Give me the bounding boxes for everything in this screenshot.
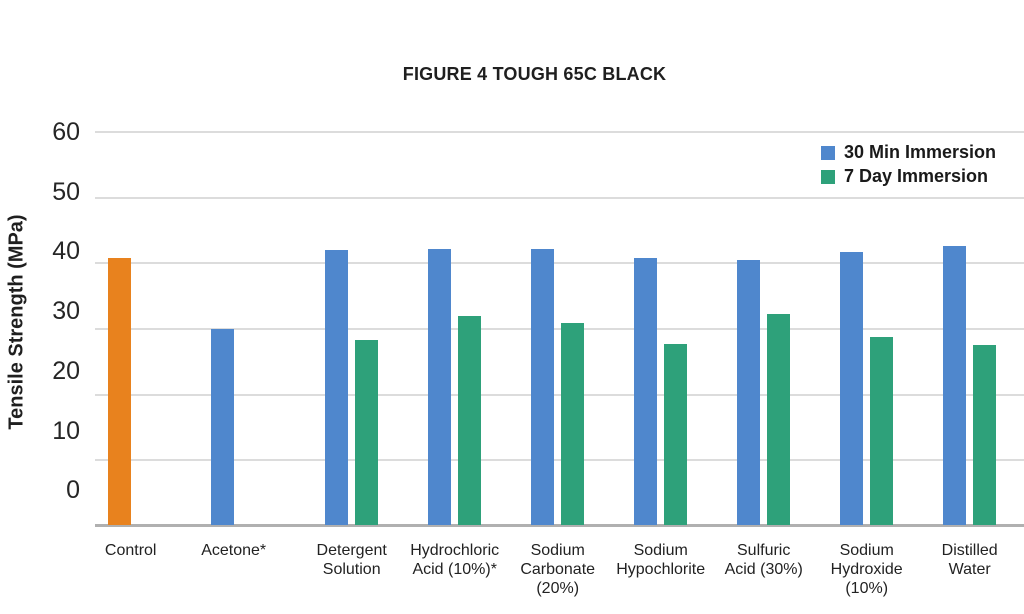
bar-7-day-immersion xyxy=(355,340,379,525)
gridline xyxy=(95,459,1024,462)
y-tick-label: 60 xyxy=(52,118,80,146)
y-tick-label: 40 xyxy=(52,237,80,266)
bar-30-min-immersion xyxy=(840,251,864,525)
gridline xyxy=(95,196,1024,199)
bar-30-min-immersion xyxy=(428,249,452,525)
bar-7-day-immersion xyxy=(664,343,688,525)
bar-30-min-immersion xyxy=(531,248,555,525)
x-category-label: Detergent Solution xyxy=(316,542,387,578)
bar-30-min-immersion xyxy=(737,260,761,525)
y-tick-label: 10 xyxy=(52,416,80,445)
gridline xyxy=(95,393,1024,396)
x-category-label: Acetone* xyxy=(201,542,267,559)
legend-item: 30 Min Immersion xyxy=(820,142,996,163)
gridline xyxy=(95,328,1024,330)
legend-label: 30 Min Immersion xyxy=(843,142,996,162)
gridline xyxy=(95,131,1024,133)
plot-area xyxy=(95,131,1024,527)
bar-30-min-immersion xyxy=(210,329,234,525)
chart-title: FIGURE 4 TOUGH 65C BLACK xyxy=(402,64,667,84)
y-tick-label: 20 xyxy=(52,356,80,385)
legend-swatch xyxy=(820,169,835,184)
legend-item: 7 Day Immersion xyxy=(820,166,996,187)
x-axis-line xyxy=(95,524,1024,527)
bar-7-day-immersion xyxy=(767,313,791,525)
legend-label: 7 Day Immersion xyxy=(843,166,989,186)
bar-30-min-immersion xyxy=(634,258,658,525)
bar-7-day-immersion xyxy=(870,337,894,525)
bar-7-day-immersion xyxy=(973,345,997,525)
y-tick-label: 0 xyxy=(66,476,80,505)
legend: 30 Min Immersion 7 Day Immersion xyxy=(820,142,996,187)
bar-7-day-immersion xyxy=(561,323,585,525)
bar-control xyxy=(107,258,131,525)
x-category-label: Sulfuric Acid (30%) xyxy=(724,542,803,578)
x-category-label: Sodium Hypochlorite xyxy=(616,542,706,578)
x-category-label: Sodium Hydroxide (10%) xyxy=(830,542,903,597)
x-category-label: Distilled Water xyxy=(941,542,998,578)
x-category-label: Hydrochloric Acid (10%)* xyxy=(410,542,500,578)
bar-30-min-immersion xyxy=(325,249,349,525)
bar-7-day-immersion xyxy=(458,315,482,525)
x-category-label: Sodium Carbonate (20%) xyxy=(520,542,596,597)
y-tick-label: 30 xyxy=(52,297,80,326)
x-category-label: Control xyxy=(104,542,157,559)
legend-swatch xyxy=(820,145,835,160)
gridline xyxy=(95,262,1024,265)
bar-30-min-immersion xyxy=(943,245,967,525)
y-tick-label: 50 xyxy=(52,177,80,206)
